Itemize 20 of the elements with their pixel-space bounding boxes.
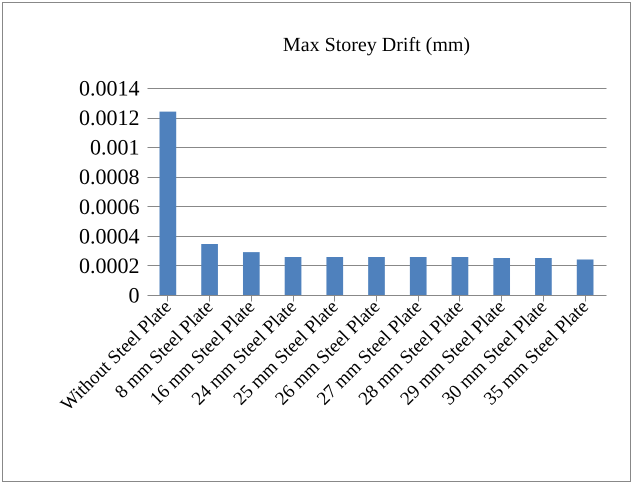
y-tick-label: 0.0002 bbox=[79, 252, 140, 278]
bar bbox=[326, 257, 344, 295]
bar bbox=[576, 260, 594, 295]
y-tick-label: 0.001 bbox=[90, 134, 140, 160]
bar bbox=[242, 252, 260, 295]
bar bbox=[160, 112, 176, 295]
y-tick-label: 0.0014 bbox=[79, 76, 140, 100]
y-tick-label: 0.0006 bbox=[79, 194, 140, 219]
y-tick-label: 0 bbox=[128, 282, 140, 308]
bar bbox=[368, 257, 385, 295]
bar bbox=[535, 258, 552, 295]
chart-title: Max Storey Drift (mm) bbox=[282, 34, 470, 56]
bar bbox=[452, 257, 468, 295]
bar bbox=[410, 257, 427, 295]
y-tick-label: 0.0008 bbox=[79, 164, 140, 190]
bar bbox=[493, 258, 510, 295]
bar bbox=[284, 257, 302, 295]
y-tick-label: 0.0004 bbox=[79, 223, 140, 248]
bar bbox=[201, 244, 218, 295]
y-tick-label: 0.0012 bbox=[79, 105, 140, 130]
